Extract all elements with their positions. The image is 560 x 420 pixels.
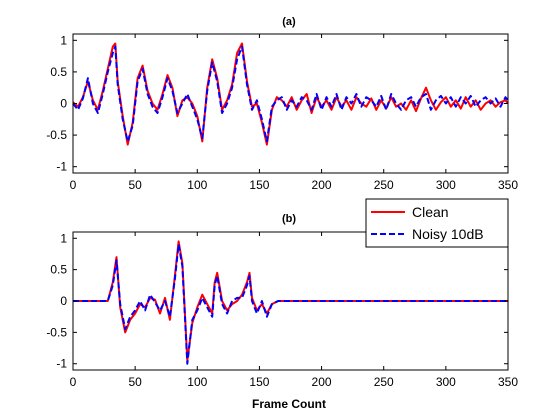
panel-b-xtick-label: 50 bbox=[128, 375, 142, 389]
panel-a-xtick-label: 350 bbox=[498, 178, 518, 192]
panel-b-xlabel: Frame Count bbox=[252, 397, 326, 411]
panel-a-ticks: 0 50 100 150 200 250 300 350 -1 -0.5 0 0.5 1 bbox=[46, 33, 518, 192]
panel-a-xtick-label: 150 bbox=[249, 178, 269, 192]
panel-b-series-noisy bbox=[73, 243, 508, 365]
panel-a-ytick-label: 1 bbox=[60, 33, 67, 47]
legend-noisy-label: Noisy 10dB bbox=[412, 226, 484, 242]
legend-box bbox=[365, 198, 509, 248]
legend: Clean Noisy 10dB bbox=[365, 198, 509, 248]
panel-b-title: (b) bbox=[282, 213, 296, 225]
panel-a-xtick-label: 0 bbox=[70, 178, 77, 192]
panel-b-xtick-label: 250 bbox=[374, 375, 394, 389]
legend-clean-label: Clean bbox=[412, 204, 449, 220]
panel-b-xtick-label: 300 bbox=[436, 375, 456, 389]
panel-b-ytick-label: -0.5 bbox=[46, 325, 67, 339]
panel-b-plot-area bbox=[73, 240, 508, 365]
panel-a-plot-area bbox=[72, 42, 509, 146]
panel-a-xtick-label: 300 bbox=[436, 178, 456, 192]
panel-b-xtick-label: 100 bbox=[187, 375, 207, 389]
panel-b-xtick-label: 150 bbox=[249, 375, 269, 389]
panel-a-xtick-label: 200 bbox=[312, 178, 332, 192]
panel-b-ytick-label: 0 bbox=[60, 294, 67, 308]
panel-b-xtick-label: 200 bbox=[312, 375, 332, 389]
panel-a-ytick-label: -1 bbox=[56, 160, 67, 174]
panel-a-series-noisy bbox=[72, 45, 509, 143]
panel-b-ticks: 0 50 100 150 200 250 300 350 -1 -0.5 0 0.5 1 bbox=[46, 231, 518, 389]
panel-a-xtick-label: 250 bbox=[374, 178, 394, 192]
panel-b-xtick-label: 350 bbox=[498, 375, 518, 389]
panel-a-axes-box bbox=[72, 33, 509, 174]
panel-a-xtick-label: 100 bbox=[187, 178, 207, 192]
panel-a-title: (a) bbox=[282, 16, 296, 28]
panel-b-ytick-label: 0.5 bbox=[50, 263, 67, 277]
panel-b-ytick-label: 1 bbox=[60, 231, 67, 245]
panel-a-xtick-label: 50 bbox=[128, 178, 142, 192]
panel-b-xtick-label: 0 bbox=[70, 375, 77, 389]
panel-a-series-clean bbox=[72, 42, 509, 146]
panel-b-ytick-label: -1 bbox=[56, 357, 67, 371]
panel-a-ytick-label: 0.5 bbox=[50, 65, 67, 79]
panel-b: (b) 0 50 100 150 200 250 300 350 -1 -0.5 0 0.5 1 Fra… bbox=[46, 213, 518, 411]
panel-a-ytick-label: 0 bbox=[60, 97, 67, 111]
panel-a: (a) 0 50 100 150 200 250 300 350 -1 -0.5 0 0.5 1 bbox=[46, 16, 518, 192]
panel-a-ytick-label: -0.5 bbox=[46, 128, 67, 142]
